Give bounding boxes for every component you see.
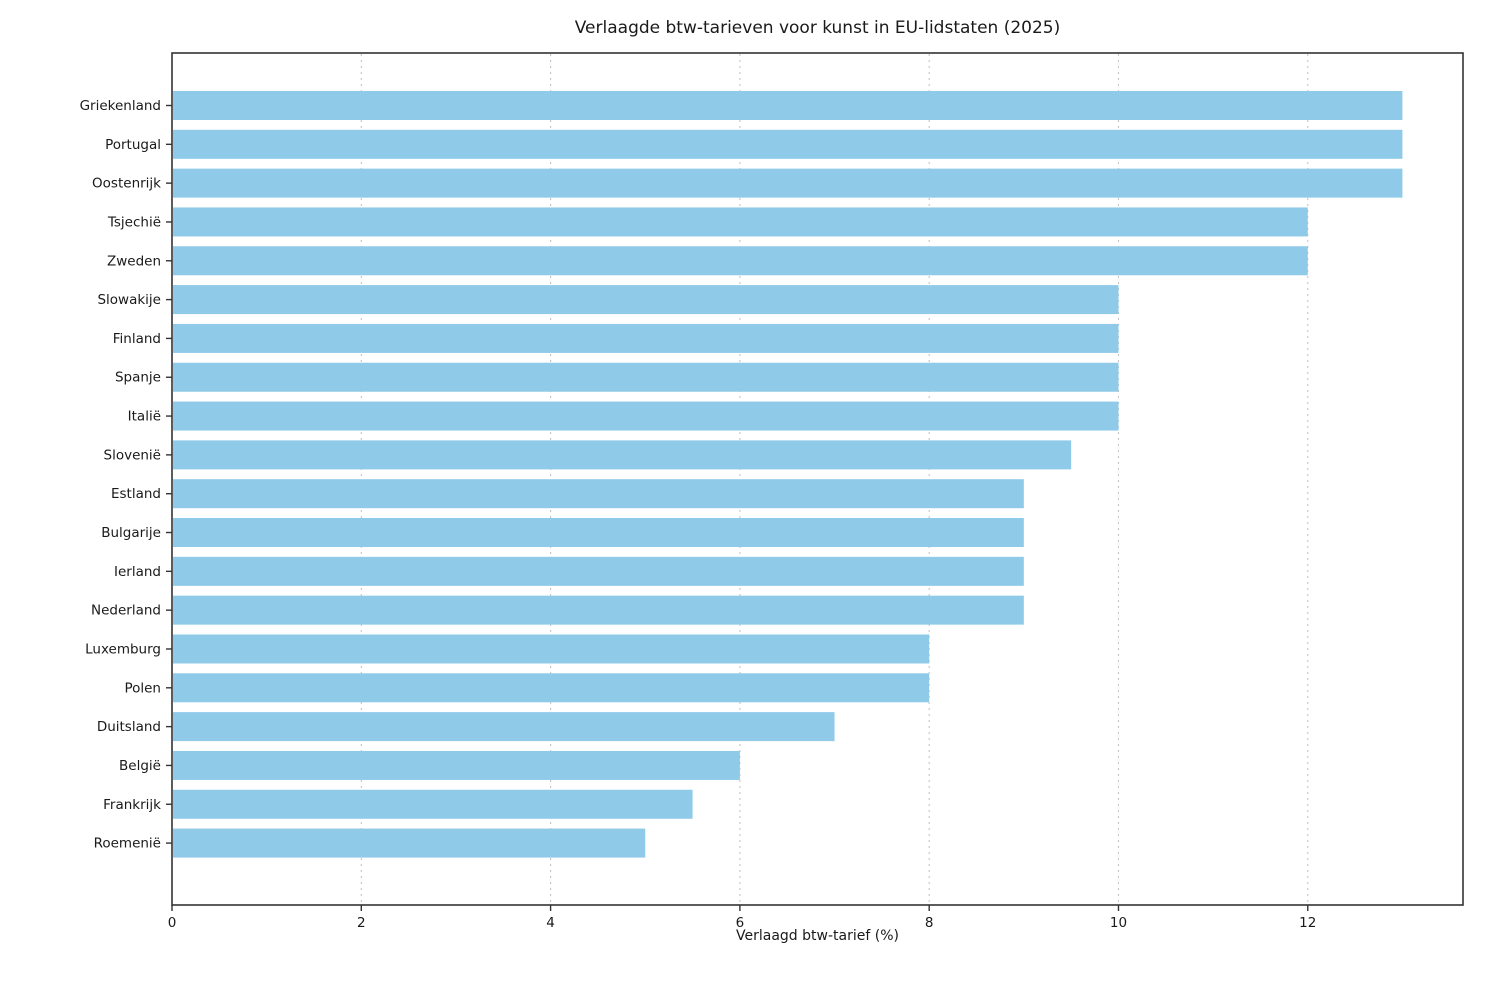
y-tick-label-slowakije: Slowakije	[97, 292, 161, 308]
y-tick-label-polen: Polen	[124, 680, 161, 696]
y-tick-label-bulgarije: Bulgarije	[101, 525, 161, 541]
y-tick-label-roemenië: Roemenië	[94, 836, 161, 852]
bar-zweden	[173, 246, 1308, 276]
chart-title: Verlaagde btw-tarieven voor kunst in EU-…	[574, 18, 1061, 38]
y-tick-label-finland: Finland	[113, 331, 161, 347]
bar-luxemburg	[173, 634, 930, 664]
bar-ierland	[173, 556, 1024, 586]
bar-slowakije	[173, 285, 1119, 315]
y-tick-label-italië: Italië	[128, 409, 161, 425]
x-tick-label-12: 12	[1299, 915, 1316, 931]
y-tick-label-luxemburg: Luxemburg	[85, 641, 161, 657]
y-tick-label-belgië: België	[119, 758, 161, 774]
bar-portugal	[173, 129, 1403, 159]
bar-griekenland	[173, 91, 1403, 120]
bar-polen	[173, 673, 930, 703]
y-tick-label-slovenië: Slovenië	[104, 447, 162, 463]
bar-slovenië	[173, 440, 1072, 470]
y-tick-label-zweden: Zweden	[107, 253, 161, 269]
x-tick-label-6: 6	[736, 915, 745, 931]
bar-duitsland	[173, 712, 835, 742]
bar-oostenrijk	[173, 168, 1403, 198]
bar-frankrijk	[173, 789, 693, 819]
y-tick-label-nederland: Nederland	[91, 603, 161, 619]
bar-finland	[173, 323, 1119, 353]
y-tick-label-ierland: Ierland	[114, 564, 161, 580]
y-tick-label-oostenrijk: Oostenrijk	[92, 176, 161, 192]
y-tick-label-estland: Estland	[111, 486, 161, 502]
y-tick-label-frankrijk: Frankrijk	[103, 797, 161, 813]
y-tick-label-griekenland: Griekenland	[80, 98, 161, 114]
x-axis-label: Verlaagd btw-tarief (%)	[736, 928, 899, 944]
y-tick-label-portugal: Portugal	[105, 137, 161, 153]
x-tick-label-8: 8	[925, 915, 934, 931]
bar-italië	[173, 401, 1119, 431]
y-tick-label-tsjechië: Tsjechië	[107, 214, 161, 230]
y-tick-label-duitsland: Duitsland	[97, 719, 161, 735]
bar-tsjechië	[173, 207, 1308, 237]
bar-estland	[173, 479, 1024, 509]
bar-roemenië	[173, 828, 646, 858]
plot-border	[171, 52, 1464, 906]
x-tick-label-4: 4	[546, 915, 555, 931]
bar-nederland	[173, 595, 1024, 625]
x-tick-label-0: 0	[168, 915, 177, 931]
x-tick-label-10: 10	[1110, 915, 1127, 931]
bar-bulgarije	[173, 518, 1024, 548]
bar-spanje	[173, 362, 1119, 392]
x-tick-label-2: 2	[357, 915, 366, 931]
y-tick-label-spanje: Spanje	[115, 370, 161, 386]
bar-belgië	[173, 750, 740, 780]
